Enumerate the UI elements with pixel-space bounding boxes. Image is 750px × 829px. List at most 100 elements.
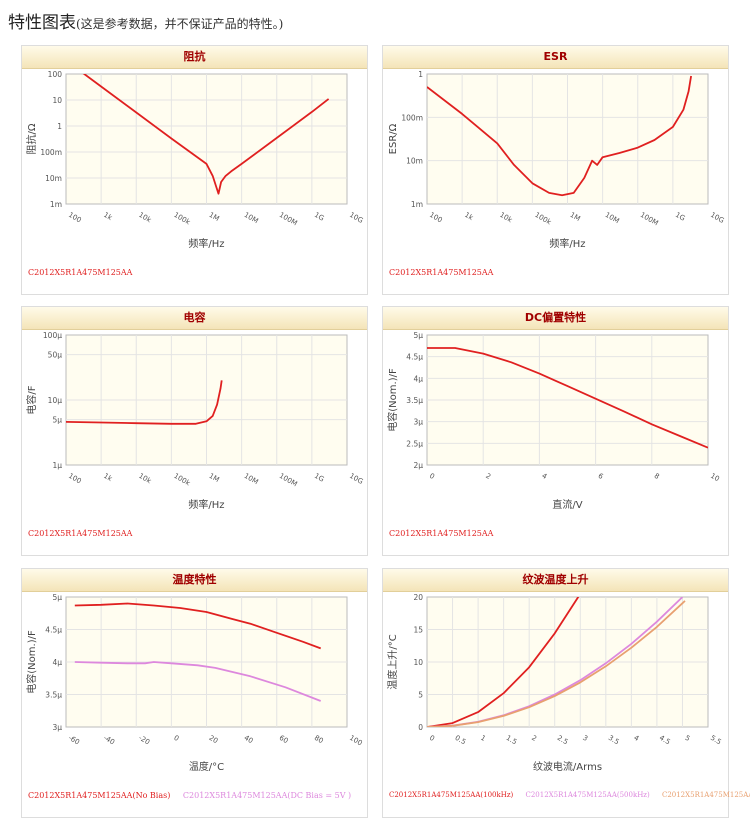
panel-title: 温度特性 — [22, 569, 367, 592]
x-tick-label: 0 — [428, 734, 436, 743]
x-tick-label: 100 — [348, 734, 364, 748]
y-tick-label: 2µ — [413, 461, 423, 470]
chart-legend: C2012X5R1A475M125AA(No Bias) C2012X5R1A4… — [28, 791, 361, 800]
legend-entry: C2012X5R1A475M125AA — [389, 268, 494, 277]
series-line — [66, 380, 223, 425]
legend-entry: C2012X5R1A475M125AA(500kHz) — [525, 791, 650, 799]
series-line — [74, 661, 322, 702]
x-tick-label: 3.5 — [607, 734, 621, 746]
y-tick-label: 1m — [50, 200, 62, 209]
x-tick-label: 10G — [709, 211, 725, 225]
x-tick-label: 8 — [653, 472, 661, 481]
chart-legend: C2012X5R1A475M125AA(100kHz) C2012X5R1A47… — [389, 791, 750, 799]
chart-ripple: 0 0.5 1 1.5 2 2.5 3 3.5 4 4.5 5 5.5 0 5 10 15 20 纹波电流/Arm… — [386, 593, 723, 773]
chart-capacitance: 100 1k 10k 100k 1M 10M 100M 1G 10G 1µ 5µ 10µ 50µ 100µ… — [25, 331, 364, 511]
x-tick-label: 0 — [172, 734, 180, 743]
y-tick-label: 3.5µ — [45, 691, 62, 700]
series-line — [427, 600, 686, 727]
x-tick-label: 5 — [683, 734, 691, 743]
y-axis-label: ESR/Ω — [388, 123, 399, 154]
y-axis-label: 温度上升/°C — [386, 634, 399, 689]
x-tick-label: 100k — [172, 472, 192, 488]
series-line — [427, 347, 708, 449]
legend-entry: C2012X5R1A475M125AA(100kHz) — [389, 791, 514, 799]
y-axis-label: 电容(Nom.)/F — [386, 368, 399, 432]
x-tick-label: 4.5 — [658, 734, 672, 746]
panel-temperature: 温度特性 -60 -40 -20 0 20 40 60 80 100 3µ 3.5µ 4µ 4.5µ 5µ… — [21, 568, 368, 818]
x-tick-label: 100 — [67, 211, 83, 225]
x-axis-label: 直流/V — [552, 498, 582, 511]
y-tick-label: 100m — [40, 148, 62, 157]
legend-entry: C2012X5R1A475M125AA — [28, 529, 133, 538]
y-axis-label: 电容(Nom.)/F — [25, 630, 38, 694]
x-tick-label: 20 — [208, 734, 220, 745]
x-tick-label: 1G — [313, 472, 326, 484]
y-tick-label: 1µ — [52, 461, 62, 470]
page-subtitle: (这是参考数据，并不保证产品的特性。) — [76, 17, 284, 31]
x-tick-label: 1M — [208, 472, 221, 484]
y-tick-label: 10m — [406, 157, 423, 166]
panel-title: 阻抗 — [22, 46, 367, 69]
y-tick-label: 1 — [57, 122, 62, 131]
x-tick-label: 6 — [597, 472, 605, 481]
x-tick-label: 10k — [137, 472, 153, 486]
y-tick-label: 10m — [45, 174, 62, 183]
x-tick-label: 40 — [243, 734, 255, 745]
x-tick-label: 10k — [137, 211, 153, 225]
panel-title: ESR — [383, 46, 728, 69]
x-tick-label: 100k — [533, 211, 553, 227]
panel-impedance: 阻抗 100 1k 10k 100k 1M 10M 100M 1G 10G 1m 10m 100m 1 1… — [21, 45, 368, 295]
x-tick-label: 10M — [243, 211, 260, 225]
series-line — [427, 75, 692, 197]
y-tick-label: 100µ — [43, 331, 62, 340]
y-tick-label: 15 — [413, 626, 423, 635]
series-line — [82, 74, 330, 195]
chart-impedance: 100 1k 10k 100k 1M 10M 100M 1G 10G 1m 10m 100m 1 10 10… — [25, 70, 364, 250]
series-line — [74, 602, 322, 650]
y-tick-label: 50µ — [48, 351, 63, 360]
x-tick-label: 100M — [639, 211, 660, 228]
y-tick-label: 0 — [418, 723, 423, 732]
chart-legend: C2012X5R1A475M125AA — [28, 529, 142, 538]
y-tick-label: 5µ — [52, 593, 62, 602]
panel-capacitance: 电容 100 1k 10k 100k 1M 10M 100M 1G 10G 1µ 5µ 10µ 50µ 1… — [21, 306, 368, 556]
y-tick-label: 100 — [48, 70, 63, 79]
y-tick-label: 5 — [418, 691, 423, 700]
x-tick-label: 10M — [243, 472, 260, 486]
x-tick-label: 1.5 — [505, 734, 519, 746]
y-tick-label: 4µ — [413, 374, 423, 383]
y-tick-label: 4.5µ — [406, 353, 423, 362]
x-tick-label: 0.5 — [454, 734, 468, 746]
y-tick-label: 4µ — [52, 658, 62, 667]
x-tick-label: 1G — [674, 211, 687, 223]
y-tick-label: 3µ — [413, 418, 423, 427]
x-tick-label: 10M — [604, 211, 621, 225]
x-tick-label: 4 — [540, 472, 548, 481]
page-title-text: 特性图表 — [8, 13, 76, 33]
y-axis-label: 电容/F — [25, 385, 38, 414]
y-tick-label: 10 — [413, 658, 423, 667]
chart-legend: C2012X5R1A475M125AA — [389, 268, 503, 277]
x-tick-label: 1k — [463, 211, 475, 223]
x-tick-label: 1M — [569, 211, 582, 223]
x-tick-label: 80 — [313, 734, 325, 745]
x-tick-label: 1 — [479, 734, 487, 743]
y-tick-label: 10µ — [48, 396, 63, 405]
panel-esr: ESR 100 1k 10k 100k 1M 10M 100M 1G 10G 1m 10m 100m 1… — [382, 45, 729, 295]
panel-title: 电容 — [22, 307, 367, 330]
series-line — [427, 597, 580, 727]
legend-entry: C2012X5R1A475M125AA — [28, 268, 133, 277]
y-tick-label: 1 — [418, 70, 423, 79]
x-tick-label: 1M — [208, 211, 221, 223]
chart-legend: C2012X5R1A475M125AA — [389, 529, 503, 538]
x-tick-label: 0 — [428, 472, 436, 481]
x-tick-label: 2 — [484, 472, 492, 481]
x-tick-label: 60 — [278, 734, 290, 745]
legend-entry: C2012X5R1A475M125AA — [389, 529, 494, 538]
x-tick-label: 10k — [498, 211, 514, 225]
x-tick-label: 1k — [102, 211, 114, 223]
x-tick-label: 100M — [278, 211, 299, 228]
x-tick-label: 2 — [530, 734, 538, 743]
legend-entry: C2012X5R1A475M125AA(1MHz) — [661, 791, 750, 799]
x-axis-label: 纹波电流/Arms — [533, 760, 602, 773]
